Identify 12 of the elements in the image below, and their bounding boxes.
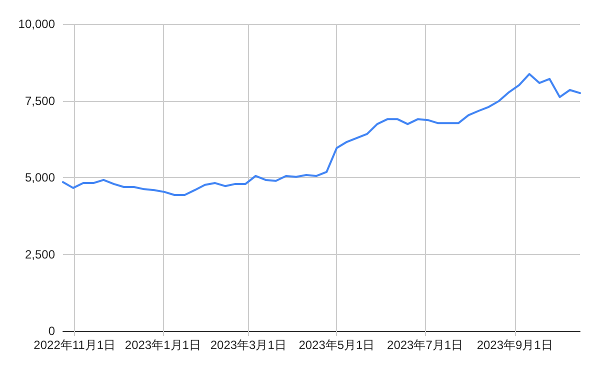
y-tick-label: 2,500 xyxy=(24,247,56,262)
x-tick-label: 2023年1月1日 xyxy=(124,338,201,352)
y-tick-label: 5,000 xyxy=(24,170,56,184)
line-series xyxy=(62,73,581,196)
y-tick-label: 0 xyxy=(48,324,56,338)
x-tick-label: 2023年9月1日 xyxy=(476,338,553,352)
x-tick-label: 2023年5月1日 xyxy=(298,338,375,352)
x-tick-label: 2023年3月1日 xyxy=(210,338,286,352)
y-tick-label: 10,000 xyxy=(18,17,56,31)
y-tick-label: 7,500 xyxy=(24,94,56,108)
x-tick-label: 2022年11月1日 xyxy=(34,338,116,352)
x-tick-label: 2023年7月1日 xyxy=(387,338,464,352)
